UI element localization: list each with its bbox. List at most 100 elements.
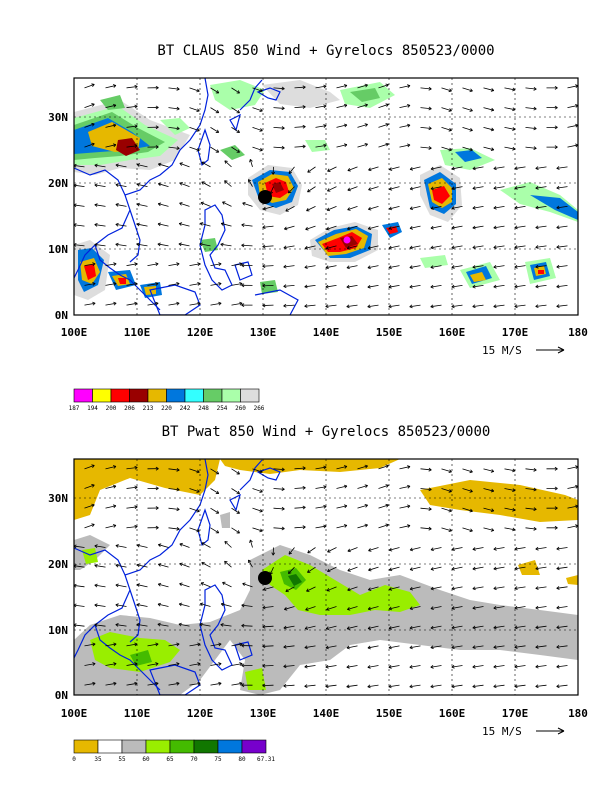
- wind-arrowhead: [262, 225, 266, 229]
- wind-arrow: [410, 166, 421, 170]
- wind-arrowhead: [472, 225, 476, 230]
- wind-arrowhead: [385, 484, 389, 488]
- wind-arrowhead: [556, 166, 560, 170]
- x-tick-label: 120E: [187, 326, 214, 339]
- wind-arrowhead: [364, 83, 368, 88]
- wind-arrow: [307, 166, 316, 173]
- wind-arrowhead: [158, 162, 162, 167]
- wind-arrow: [105, 85, 117, 89]
- wind-arrowhead: [218, 662, 222, 666]
- wind-arrowhead: [176, 301, 180, 306]
- grid-lines: [74, 459, 578, 695]
- wind-arrowhead: [535, 664, 539, 669]
- wind-arrow: [493, 245, 505, 248]
- wind-arrow: [158, 183, 169, 188]
- wind-arrow: [367, 245, 379, 249]
- wind-arrowhead: [409, 684, 413, 689]
- wind-arrow: [336, 505, 348, 509]
- wind-arrowhead: [407, 84, 411, 88]
- wind-arrow: [326, 245, 337, 249]
- wind-arrowhead: [136, 222, 140, 227]
- wind-arrowhead: [409, 625, 413, 630]
- wind-arrowhead: [430, 567, 434, 571]
- wind-arrowhead: [178, 622, 182, 627]
- wind-arrowhead: [469, 528, 473, 533]
- wind-arrowhead: [325, 664, 329, 669]
- wind-arrowhead: [284, 606, 288, 611]
- wind-arrowhead: [304, 304, 308, 308]
- wind-arrow: [493, 547, 505, 550]
- wind-arrow: [409, 304, 421, 308]
- wind-arrowhead: [514, 684, 518, 689]
- wind-arrowhead: [179, 162, 183, 166]
- wind-arrowhead: [556, 586, 560, 590]
- wind-arrowhead: [428, 86, 432, 91]
- wind-arrow: [368, 606, 379, 610]
- wind-arrow: [535, 225, 547, 229]
- wind-arrowhead: [533, 126, 537, 131]
- wind-arrowhead: [409, 547, 414, 552]
- wind-arrow: [74, 565, 85, 568]
- x-tick-label: 130E: [250, 707, 277, 720]
- wind-arrow: [367, 284, 379, 288]
- wind-arrowhead: [241, 623, 245, 628]
- wind-arrowhead: [115, 623, 119, 627]
- wind-arrowhead: [514, 245, 518, 249]
- wind-arrow: [283, 304, 295, 307]
- wind-arrow: [315, 525, 327, 529]
- wind-arrowhead: [112, 103, 117, 108]
- wind-arrow: [441, 527, 452, 532]
- wind-arrow: [210, 663, 222, 666]
- wind-arrow: [126, 302, 138, 306]
- wind-arrowhead: [91, 484, 95, 488]
- wind-arrowhead: [451, 684, 455, 689]
- wind-arrowhead: [451, 645, 455, 650]
- wind-arrowhead: [281, 145, 285, 150]
- wind-arrowhead: [388, 304, 392, 309]
- colorbar-swatch: [97, 739, 123, 754]
- wind-arrowhead: [241, 243, 245, 248]
- wind-arrow: [493, 186, 505, 189]
- wind-arrowhead: [283, 245, 287, 250]
- wind-arrowhead: [259, 88, 263, 93]
- wind-arrow: [357, 465, 368, 470]
- wind-arrowhead: [239, 301, 243, 306]
- wind-arrow: [378, 524, 389, 529]
- colorbar-label: 248: [198, 405, 209, 412]
- wind-arrow: [210, 87, 219, 94]
- wind-arrowhead: [115, 222, 119, 227]
- wind-arrow: [535, 166, 547, 169]
- wind-arrowhead: [514, 186, 518, 190]
- wind-arrowhead: [451, 245, 455, 250]
- wind-arrowhead: [472, 205, 476, 210]
- wind-arrow: [288, 547, 295, 555]
- wind-arrow: [105, 485, 117, 489]
- wind-arrowhead: [134, 104, 138, 109]
- wind-arrowhead: [347, 226, 351, 231]
- y-tick-label: 20N: [48, 177, 68, 190]
- wind-arrowhead: [472, 664, 476, 669]
- wind-arrowhead: [347, 187, 351, 192]
- wind-arrow: [231, 643, 243, 647]
- wind-arrow: [74, 604, 85, 607]
- wind-arrow: [451, 625, 463, 629]
- wind-arrow: [74, 165, 85, 168]
- wind-arrow: [283, 625, 295, 629]
- wind-arrowhead: [155, 681, 159, 686]
- wind-arrowhead: [556, 205, 560, 210]
- wind-arrow: [483, 146, 494, 151]
- wind-arrowhead: [262, 683, 266, 688]
- wind-arrow: [493, 566, 505, 570]
- wind-arrowhead: [554, 466, 558, 471]
- wind-arrow: [472, 606, 484, 609]
- wind-arrowhead: [409, 586, 414, 591]
- wind-arrow: [535, 606, 547, 609]
- wind-arrowhead: [259, 147, 263, 152]
- wind-arrow: [367, 304, 379, 308]
- wind-arrowhead: [535, 304, 539, 309]
- wind-arrow: [224, 560, 232, 568]
- wind-arrowhead: [407, 123, 411, 128]
- wind-arrow: [200, 202, 211, 207]
- wind-arrowhead: [430, 225, 434, 230]
- wind-arrowhead: [304, 245, 309, 250]
